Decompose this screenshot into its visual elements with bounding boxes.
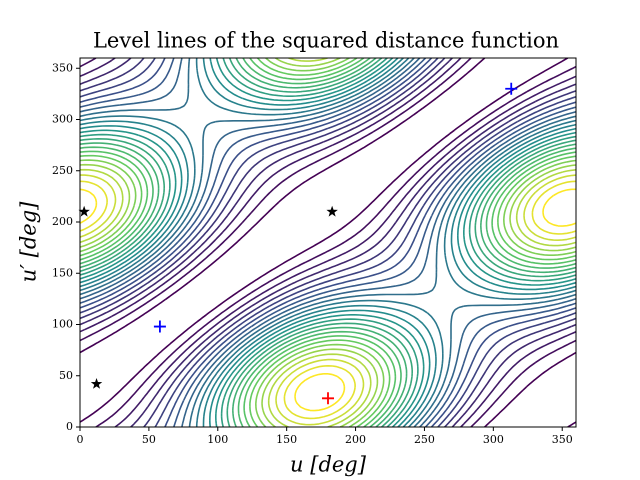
x-tick-label: 300 — [483, 433, 504, 446]
x-tick-label: 200 — [345, 433, 366, 446]
plot-frame — [79, 57, 577, 428]
contour-line — [80, 58, 576, 427]
x-tick-label: 350 — [552, 433, 573, 446]
contour-line — [80, 58, 576, 427]
plus-marker — [505, 82, 518, 95]
contour-line — [80, 180, 576, 420]
y-tick-label: 0 — [66, 420, 73, 433]
y-tick-label: 300 — [52, 113, 73, 126]
contour-line — [80, 58, 576, 427]
y-tick-label: 150 — [52, 266, 73, 279]
contour-line — [80, 58, 576, 427]
plus-marker — [322, 392, 334, 405]
chart-title: Level lines of the squared distance func… — [93, 29, 559, 53]
contour-line — [80, 188, 576, 412]
star-marker — [78, 205, 90, 217]
contour-line — [80, 58, 576, 427]
contour-line — [80, 58, 576, 427]
x-tick-label: 150 — [276, 433, 297, 446]
contour-line — [80, 58, 576, 427]
contour-line — [80, 58, 576, 427]
contour-line — [80, 58, 576, 427]
contour-line — [80, 58, 576, 427]
contour-line — [80, 58, 576, 427]
star-marker — [90, 377, 103, 389]
x-tick-label: 50 — [142, 433, 156, 446]
contour-line — [80, 58, 576, 427]
contour-line — [80, 58, 576, 427]
contour-line — [80, 58, 576, 427]
contour-line — [80, 58, 576, 427]
y-tick-label: 100 — [52, 318, 73, 331]
contour-lines — [80, 58, 576, 427]
contour-line — [80, 58, 576, 427]
x-tick-label: 250 — [414, 433, 435, 446]
x-tick-label: 100 — [207, 433, 228, 446]
x-axis-label: u [deg] — [290, 453, 367, 477]
y-tick-label: 200 — [52, 215, 73, 228]
contour-line — [80, 58, 576, 427]
y-tick-label: 50 — [59, 369, 73, 382]
y-tick-label: 350 — [52, 61, 73, 74]
contour-line — [80, 174, 576, 426]
plus-marker — [153, 320, 166, 333]
contour-line — [80, 58, 576, 427]
star-marker — [326, 205, 338, 217]
contour-line — [80, 58, 576, 427]
y-axis-label: u′ [deg] — [17, 201, 41, 282]
contour-line — [80, 58, 576, 427]
y-tick-label: 250 — [52, 164, 73, 177]
x-tick-label: 0 — [77, 433, 84, 446]
contour-line — [80, 58, 576, 427]
